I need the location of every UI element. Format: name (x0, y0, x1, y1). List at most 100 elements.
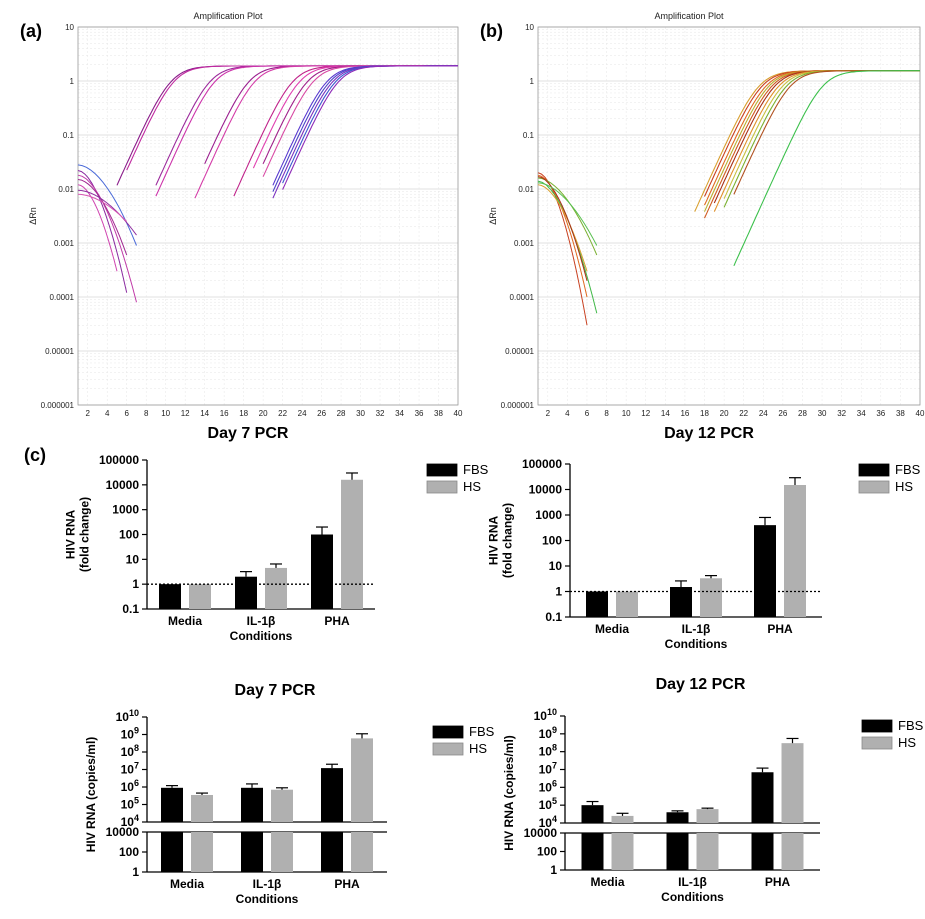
category-label: IL-1β (678, 875, 707, 889)
category-label: Media (595, 622, 629, 636)
baseline-curve (77, 184, 118, 272)
x-tick-label: 28 (798, 409, 807, 418)
y-tick-label: 1000 (112, 503, 139, 517)
y-tick-label: 106 (121, 778, 139, 794)
x-tick-label: 18 (700, 409, 709, 418)
x-tick-label: 10 (161, 409, 170, 418)
x-tick-label: 40 (454, 409, 463, 418)
tick-base: 10 (539, 816, 553, 830)
baseline-curve (77, 174, 137, 303)
tick-base: 10 (121, 728, 135, 742)
bar-hs (265, 567, 287, 609)
baseline-curve (537, 182, 598, 246)
y-tick-label: 0.000001 (501, 401, 535, 410)
tick-exponent: 7 (134, 761, 139, 771)
legend-label: FBS (469, 724, 495, 739)
x-tick-label: 38 (434, 409, 443, 418)
baseline-curve (77, 189, 137, 236)
legend-label: FBS (898, 718, 924, 733)
category-label: PHA (334, 877, 360, 891)
x-axis-label: Conditions (665, 637, 728, 651)
plot-title: Amplification Plot (193, 11, 263, 21)
x-tick-label: 22 (739, 409, 748, 418)
y-tick-label: 107 (121, 761, 139, 777)
bar-lower-fbs (751, 833, 774, 870)
x-tick-label: 26 (778, 409, 787, 418)
legend-swatch (861, 719, 893, 733)
baseline-curve (537, 184, 588, 272)
y-tick-label: 106 (539, 778, 557, 794)
x-tick-label: 2 (546, 409, 551, 418)
tick-exponent: 4 (134, 813, 139, 823)
tick-base: 10 (534, 709, 548, 723)
category-label: Media (590, 875, 624, 889)
amplification-curve (713, 70, 920, 212)
category-label: IL-1β (247, 614, 276, 628)
tick-exponent: 8 (134, 743, 139, 753)
legend-label: HS (469, 741, 487, 756)
legend-swatch (432, 725, 464, 739)
y-tick-label: 10 (126, 552, 140, 566)
bar-lower-fbs (321, 832, 343, 872)
y-tick-label: 0.000001 (41, 401, 75, 410)
y-tick-label: 10000 (106, 478, 140, 492)
baseline-curve (537, 176, 588, 281)
bar-lower-hs (191, 832, 213, 872)
bar-lower-fbs (666, 833, 689, 870)
x-tick-label: 12 (181, 409, 190, 418)
legend-swatch (426, 480, 458, 494)
tick-base: 10 (539, 727, 553, 741)
y-axis-label: HIV RNA (copies/ml) (502, 735, 516, 851)
bar-upper-fbs (581, 805, 604, 823)
legend-swatch (858, 480, 890, 494)
tick-base: 10 (121, 798, 135, 812)
y-tick-label: 0.1 (523, 131, 535, 140)
legend-label: FBS (895, 462, 921, 477)
y-tick-label: 100 (119, 845, 139, 859)
tick-exponent: 10 (547, 707, 557, 717)
y-axis-label: HIV RNA(fold change) (487, 503, 515, 578)
x-tick-label: 22 (278, 409, 287, 418)
y-tick-label: 0.0001 (510, 293, 535, 302)
y-tick-label: 10000 (529, 483, 563, 497)
x-tick-label: 12 (641, 409, 650, 418)
x-tick-label: 8 (604, 409, 609, 418)
y-tick-label: 10 (525, 23, 534, 32)
plot-frame (77, 26, 459, 406)
plot-frame (537, 26, 921, 406)
amplification-curve (694, 70, 920, 212)
x-tick-label: 20 (720, 409, 729, 418)
y-axis-label-line: HIV RNA (64, 510, 78, 560)
tick-base: 10 (539, 780, 553, 794)
y-tick-label: 104 (121, 813, 139, 829)
x-tick-label: 4 (565, 409, 570, 418)
bar-fbs (159, 584, 181, 609)
panel-caption: Day 7 PCR (208, 425, 289, 442)
y-tick-label: 0.1 (63, 131, 75, 140)
x-axis-label: Conditions (236, 892, 299, 906)
tick-exponent: 9 (552, 725, 557, 735)
x-tick-label: 2 (86, 409, 91, 418)
legend-swatch (858, 463, 890, 477)
x-tick-label: 26 (317, 409, 326, 418)
x-tick-label: 36 (415, 409, 424, 418)
y-tick-label: 1000 (535, 508, 562, 522)
bar-upper-hs (696, 809, 719, 823)
panel-caption: Day 12 PCR (656, 676, 746, 693)
x-tick-label: 28 (337, 409, 346, 418)
x-tick-label: 14 (661, 409, 670, 418)
y-tick-label: 10000 (106, 825, 140, 839)
x-tick-label: 20 (259, 409, 268, 418)
y-tick-label: 1 (555, 585, 562, 599)
y-tick-label: 0.1 (122, 602, 139, 616)
y-tick-label: 1010 (116, 708, 139, 724)
bar-fbs (235, 576, 257, 609)
bar-hs (616, 591, 638, 617)
tick-exponent: 5 (134, 796, 139, 806)
category-label: Media (168, 614, 202, 628)
bar-upper-fbs (161, 787, 183, 822)
x-tick-label: 4 (105, 409, 110, 418)
y-tick-label: 0.01 (518, 185, 534, 194)
y-tick-label: 109 (121, 726, 139, 742)
